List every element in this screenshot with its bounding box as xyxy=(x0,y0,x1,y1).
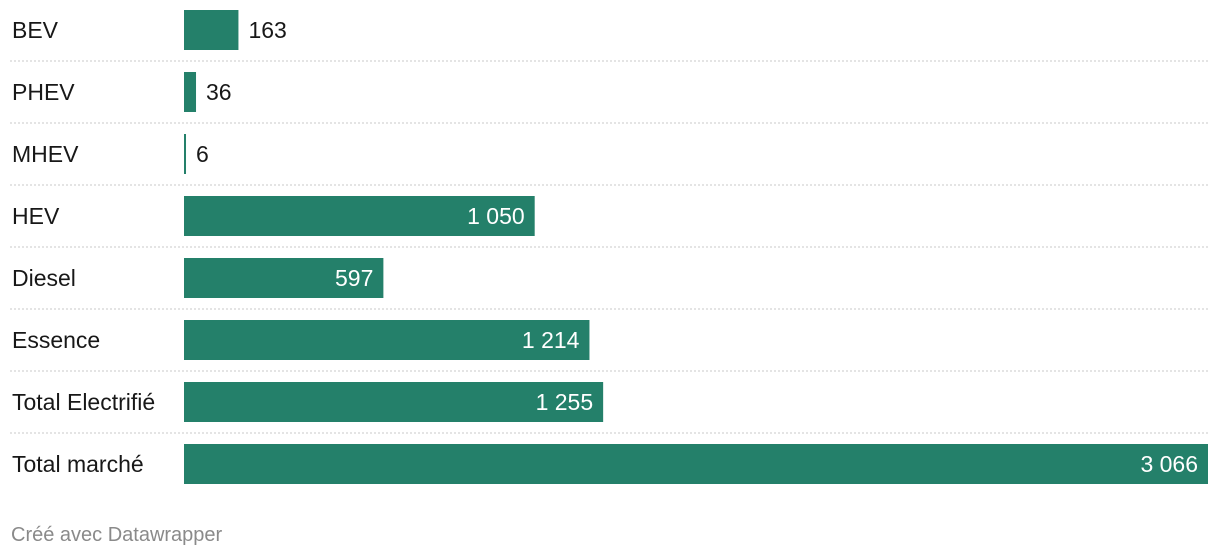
value-label: 1 214 xyxy=(522,327,580,353)
value-label: 6 xyxy=(196,141,209,167)
value-label: 597 xyxy=(335,265,373,291)
value-label: 3 066 xyxy=(1140,451,1198,477)
credit-footer[interactable]: Créé avec Datawrapper xyxy=(11,524,223,546)
category-label: HEV xyxy=(12,203,60,229)
value-label: 1 050 xyxy=(467,203,525,229)
bar xyxy=(184,196,535,236)
bar xyxy=(184,134,187,174)
bar xyxy=(184,10,239,50)
bar xyxy=(184,258,384,298)
bar xyxy=(184,444,1208,484)
bar-chart: BEV 163 PHEV 36 MHEV 6 HEV 1 050 Diesel 597 Essenc… xyxy=(10,10,1208,484)
value-label: 163 xyxy=(248,17,286,43)
value-label: 1 255 xyxy=(536,389,594,415)
category-label: BEV xyxy=(12,17,59,43)
category-label: MHEV xyxy=(12,141,79,167)
value-label: 36 xyxy=(206,79,232,105)
bar xyxy=(184,320,590,360)
category-label: PHEV xyxy=(12,79,75,105)
category-label: Total marché xyxy=(12,451,144,477)
category-label: Total Electrifié xyxy=(12,389,155,415)
bar xyxy=(184,382,604,422)
bar xyxy=(184,72,197,112)
category-label: Essence xyxy=(12,327,100,353)
category-label: Diesel xyxy=(12,265,76,291)
